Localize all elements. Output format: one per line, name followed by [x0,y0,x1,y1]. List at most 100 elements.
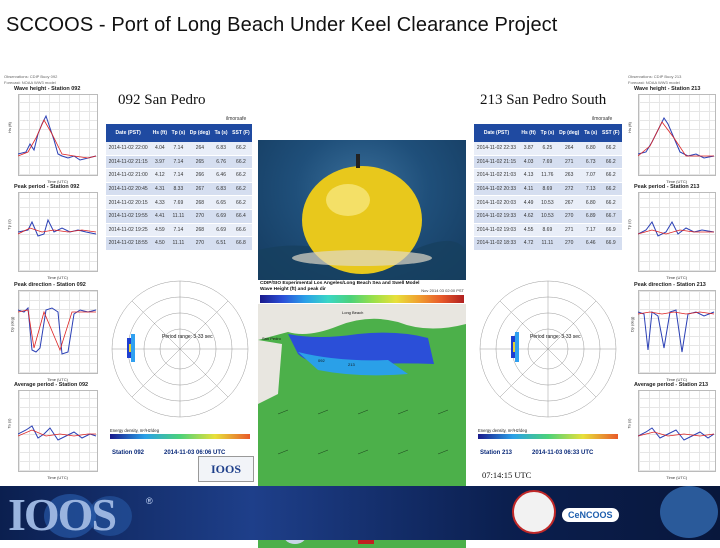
chart-title: Peak direction - Station 092 [14,282,86,288]
wave-height-line-092 [18,114,97,161]
left-chart-average-period: Average period - Station 092 Ta (s) Time… [4,382,100,480]
chart-xlabel: Time (UTC) [666,179,688,184]
left-meta-line-2: Forecast: NOAA WW3 model [4,80,56,85]
table-cell: 2014-11-02 19:55 [106,209,151,224]
table-row: 2014-11-02 21:00 4.12 7.14 266 6.46 66.2 [106,168,252,183]
table-cell: 2014-11-02 20:03 [474,195,519,210]
table-row: 2014-11-02 18:33 4.72 11.11 270 6.46 66.9 [474,236,622,251]
table-row: 2014-11-02 22:00 4.04 7.14 264 6.83 66.2 [106,142,252,156]
table-cell: 2014-11-02 19:03 [474,223,519,238]
ioos-small-logo: IOOS [198,456,254,482]
table-cell: 2014-11-02 20:33 [474,182,519,197]
right-chart-peak-direction: Peak direction - Station 213 Dp (deg) Ti… [624,282,718,382]
right-caption-station: Station 213 [480,450,513,456]
chart-ylabel: Dp (deg) [9,316,15,333]
table-cell: 6.65 [212,195,230,210]
table-cell: 265 [187,155,213,170]
table-row: 2014-11-02 19:55 4.41 11.11 270 6.69 66.4 [106,209,252,224]
col-tp: Tp (s) [538,124,557,142]
table-cell: 11.11 [169,209,188,224]
chart-ylabel: Ta (s) [626,418,632,429]
table-cell: 272 [556,182,582,197]
polar-rose-092 [111,280,249,418]
table-cell: 4.31 [150,182,170,197]
table-cell: 270 [187,209,213,224]
table-cell: 66.2 [229,155,252,170]
table-cell: 4.59 [150,223,170,238]
table-cell: 4.62 [518,209,539,224]
wave-height-line-213 [638,117,715,159]
col-ta: Ta (s) [212,124,230,142]
chart-ylabel: Tp (s) [626,219,632,231]
table-cell: 2014-11-02 21:15 [474,155,519,170]
table-cell: 7.13 [581,182,600,197]
table-cell: 6.89 [581,209,600,224]
chart-title: Peak direction - Station 213 [634,282,706,288]
left-energy-colorbar [110,434,250,439]
table-cell: 7.14 [169,155,188,170]
left-meta-line-1: Observations: CDIP Buoy 092 [4,74,58,79]
table-cell: 3.87 [518,142,539,156]
table-cell: 6.80 [581,142,600,156]
table-cell: 6.25 [538,142,557,156]
table-cell: 11.11 [169,236,188,251]
table-row: 2014-11-02 18:55 4.50 11.11 270 6.51 66.8 [106,236,252,251]
table-cell: 264 [187,142,213,156]
table-cell: 267 [556,195,582,210]
left-station-title: 092 San Pedro [118,92,206,108]
chart-title: Wave height - Station 213 [634,86,701,92]
table-cell: 6.73 [581,155,600,170]
chart-xlabel: Time (UTC) [666,475,688,480]
table-cell: 66.7 [599,209,622,224]
left-chart-peak-direction: Peak direction - Station 092 Dp (deg) Ti… [4,282,100,382]
chart-axes [18,290,98,374]
left-energy-label: Energy density, m²/Hz/deg [110,428,160,433]
chart-xlabel: Time (UTC) [47,275,68,280]
table-cell: 10.53 [538,195,557,210]
table-cell: 6.76 [212,155,230,170]
chart-title: Peak period - Station 213 [634,184,700,190]
col-tp: Tp (s) [169,124,188,142]
table-cell: 270 [556,236,582,251]
table-cell: 6.83 [212,142,230,156]
place-san-pedro: San Pedro [262,336,281,341]
table-cell: 2014-11-02 19:25 [106,223,151,238]
table-cell: 66.2 [229,142,252,156]
chart-title: Average period - Station 092 [14,382,89,388]
table-cell: 66.2 [599,195,622,210]
table-row: 2014-11-02 21:03 4.13 11.76 263 7.07 66.2 [474,168,622,183]
table-cell: 6.69 [212,223,230,238]
left-table-body: 2014-11-02 22:00 4.04 7.14 264 6.83 66.2 2014-… [106,142,252,251]
chart-axes [18,390,98,472]
table-cell: 4.33 [150,195,170,210]
table-cell: 10.53 [538,209,557,224]
table-cell: 4.12 [150,168,170,183]
peak-period-line-213 [638,220,715,237]
table-cell: 3.97 [150,155,170,170]
sccoos-seal-icon [512,490,556,534]
col-date: Date (PST) [474,124,519,142]
col-hs: Hs (ft) [150,124,170,142]
table-cell: 2014-11-02 18:33 [474,236,519,251]
footer-globe-graphic [44,494,132,538]
table-cell: 266 [187,168,213,183]
left-chart-peak-period: Peak period - Station 092 Tp (s) Time (U… [4,184,100,280]
right-chart-peak-period: Peak period - Station 213 Tp (s) Time (U… [624,184,718,280]
table-row: 2014-11-02 19:33 4.62 10.53 270 6.89 66.7 [474,209,622,224]
table-cell: 4.13 [518,168,539,183]
right-meta-line-2: Forecast: NOAA WW3 model [628,80,680,85]
table-cell: 264 [556,142,582,156]
chart-xlabel: Time (UTC) [666,275,688,280]
map-time: Nov 2014 03 02:00 PST [421,288,464,293]
table-cell: 8.69 [538,182,557,197]
current-utc-clock: 07:14:15 UTC [482,470,532,480]
table-cell: 4.50 [150,236,170,251]
table-cell: 6.83 [212,182,230,197]
map-title: CDIP/SIO Experimental Los Angeles/Long B… [260,281,420,286]
table-cell: 6.69 [212,209,230,224]
table-cell: 2014-11-02 22:33 [474,142,519,156]
right-rose-caption: Station 213 2014-11-03 06:33 UTC [472,446,624,462]
table-cell: 66.2 [599,168,622,183]
table-cell: 8.33 [169,182,188,197]
table-row: 2014-11-02 19:03 4.55 8.69 271 7.17 66.9 [474,223,622,238]
